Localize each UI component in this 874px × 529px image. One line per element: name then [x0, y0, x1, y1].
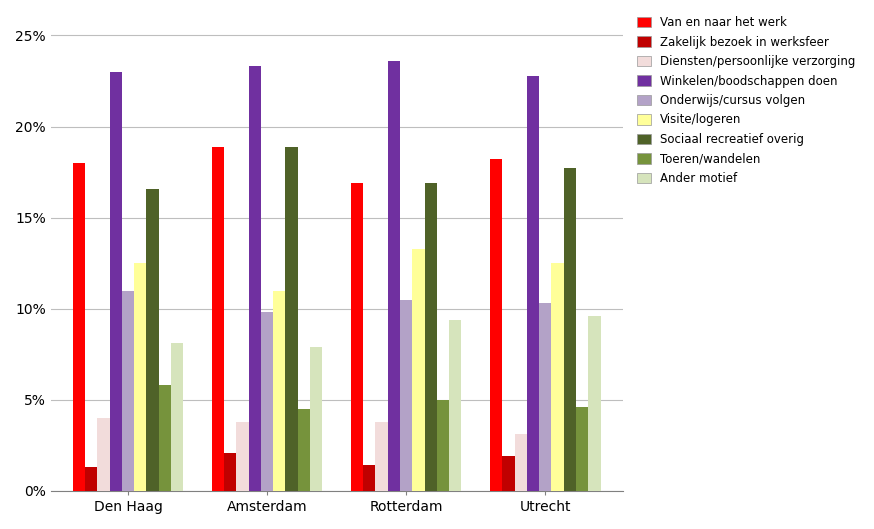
Bar [85, 467, 97, 491]
Bar [400, 299, 413, 491]
Bar [588, 316, 600, 491]
Bar [503, 457, 515, 491]
Bar [261, 313, 274, 491]
Bar [413, 249, 425, 491]
Bar [564, 168, 576, 491]
Bar [449, 320, 461, 491]
Bar [146, 188, 158, 491]
Legend: Van en naar het werk, Zakelijk bezoek in werksfeer, Diensten/persoonlijke verzor: Van en naar het werk, Zakelijk bezoek in… [635, 14, 858, 187]
Bar [286, 147, 298, 491]
Bar [73, 163, 85, 491]
Bar [425, 183, 437, 491]
Bar [539, 303, 551, 491]
Bar [364, 466, 376, 491]
Bar [158, 385, 171, 491]
Bar [490, 159, 503, 491]
Bar [515, 434, 527, 491]
Bar [109, 72, 121, 491]
Bar [121, 290, 134, 491]
Bar [388, 61, 400, 491]
Bar [351, 183, 364, 491]
Bar [171, 343, 184, 491]
Bar [236, 422, 248, 491]
Bar [551, 263, 564, 491]
Bar [224, 453, 236, 491]
Bar [274, 290, 286, 491]
Bar [310, 347, 323, 491]
Bar [576, 407, 588, 491]
Bar [376, 422, 388, 491]
Bar [97, 418, 109, 491]
Bar [298, 409, 310, 491]
Bar [527, 76, 539, 491]
Bar [437, 400, 449, 491]
Bar [248, 67, 261, 491]
Bar [134, 263, 146, 491]
Bar [212, 147, 224, 491]
